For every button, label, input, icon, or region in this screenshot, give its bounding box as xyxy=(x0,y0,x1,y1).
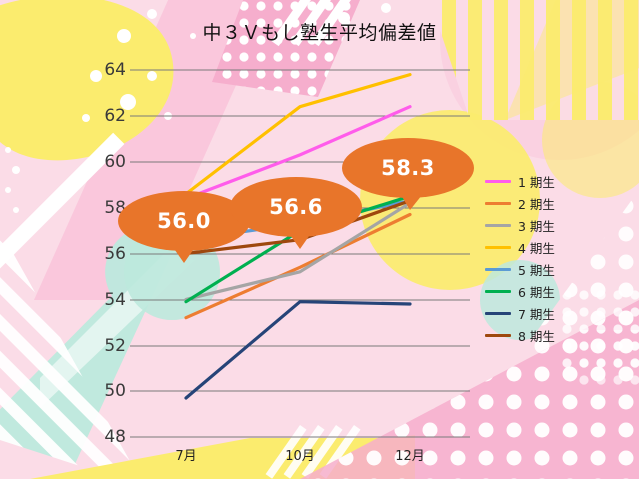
series-line-1 xyxy=(184,105,412,201)
y-tick: 52 xyxy=(104,336,126,356)
y-axis-labels: 64 62 60 58 56 54 52 50 48 xyxy=(78,0,126,479)
legend-swatch-icon xyxy=(485,333,511,337)
legend-item-2[interactable]: 2 期生 xyxy=(485,192,605,214)
legend-swatch-icon xyxy=(485,201,511,205)
legend-item-8[interactable]: 8 期生 xyxy=(485,324,605,346)
legend-item-1[interactable]: 1 期生 xyxy=(485,170,605,192)
legend-label: 6 期生 xyxy=(518,284,555,300)
y-tick: 64 xyxy=(104,60,126,80)
legend-item-3[interactable]: 3 期生 xyxy=(485,214,605,236)
legend-label: 2 期生 xyxy=(518,196,555,212)
legend: 1 期生 2 期生 3 期生 4 期生 5 期生 6 期生 7 期生 8 期生 xyxy=(485,170,605,346)
x-tick: 7月 xyxy=(175,449,197,464)
legend-label: 1 期生 xyxy=(518,174,555,190)
y-tick: 56 xyxy=(104,244,126,264)
legend-label: 5 期生 xyxy=(518,262,555,278)
y-tick: 58 xyxy=(104,198,126,218)
x-tick: 12月 xyxy=(395,449,425,464)
series-line-4 xyxy=(184,72,412,196)
legend-swatch-icon xyxy=(485,267,511,271)
legend-item-5[interactable]: 5 期生 xyxy=(485,258,605,280)
legend-swatch-icon xyxy=(485,311,511,315)
chart-title: 中３Ｖもし塾生平均偏差値 xyxy=(202,22,437,44)
gridlines xyxy=(130,69,470,438)
y-tick: 54 xyxy=(104,290,126,310)
legend-item-7[interactable]: 7 期生 xyxy=(485,302,605,324)
legend-label: 3 期生 xyxy=(518,218,555,234)
legend-item-4[interactable]: 4 期生 xyxy=(485,236,605,258)
legend-swatch-icon xyxy=(485,245,511,249)
legend-swatch-icon xyxy=(485,223,511,227)
legend-swatch-icon xyxy=(485,289,511,293)
legend-label: 7 期生 xyxy=(518,306,555,322)
legend-label: 4 期生 xyxy=(518,240,555,256)
y-tick: 62 xyxy=(104,106,126,126)
series-line-7 xyxy=(184,300,412,400)
legend-swatch-icon xyxy=(485,179,511,183)
legend-label: 8 期生 xyxy=(518,328,555,344)
series-line-3 xyxy=(184,201,412,301)
y-tick: 60 xyxy=(104,152,126,172)
y-tick: 50 xyxy=(104,381,126,401)
series-line-2 xyxy=(184,212,412,320)
legend-item-6[interactable]: 6 期生 xyxy=(485,280,605,302)
y-tick: 48 xyxy=(104,427,126,447)
x-tick: 10月 xyxy=(285,449,315,464)
